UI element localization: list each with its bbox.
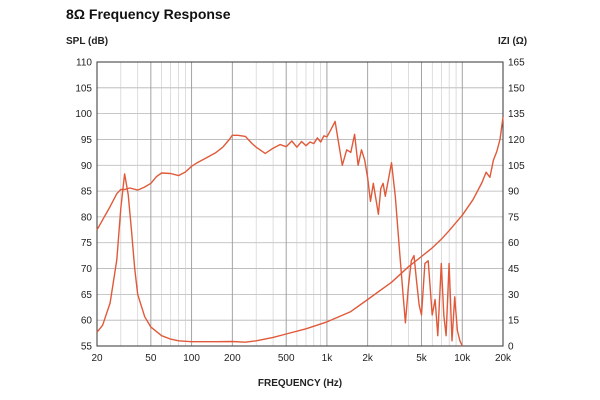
x-tick-label: 200 [224,353,241,364]
y-tick-label-right: 0 [508,342,514,353]
y-tick-label-left: 110 [76,58,92,69]
x-tick-label: 100 [183,353,200,364]
y-tick-label-left: 70 [81,264,93,275]
y-tick-label-right: 60 [508,238,520,249]
y-tick-label-left: 85 [81,187,93,198]
grid [96,61,504,347]
y-tick-label-right: 150 [508,83,525,94]
y-tick-label-left: 80 [81,212,93,223]
plot-frame [96,61,504,347]
x-tick-label: 50 [145,353,157,364]
y-tick-label-right: 135 [508,109,525,120]
y-tick-label-left: 90 [81,161,93,172]
y-tick-label-right: 120 [508,135,525,146]
x-tick-label: 20 [91,353,103,364]
chart-title: 8Ω Frequency Response [66,6,231,22]
x-tick-label: 2k [362,353,374,364]
x-tick-label: 10k [454,353,471,364]
y-tick-label-left: 75 [81,238,93,249]
y-tick-label-right: 75 [508,212,520,223]
y-tick-label-left: 105 [75,83,92,94]
y-axis-title-right: IZI (Ω) [498,36,527,47]
y-tick-label-left: 95 [81,135,93,146]
y-tick-label-left: 65 [81,290,93,301]
y-tick-label-right: 105 [508,161,525,172]
x-tick-label: 1k [322,353,334,364]
x-axis-title: FREQUENCY (Hz) [258,378,342,389]
x-tick-label: 20k [495,353,512,364]
x-tick-label: 5k [416,353,428,364]
y-tick-label-left: 55 [81,342,93,353]
impedance-curve [96,117,504,343]
series-lines [96,117,504,347]
x-tick-label: 500 [278,353,295,364]
spl-curve [96,120,463,347]
y-axis-title-left: SPL (dB) [66,36,108,47]
y-tick-label-left: 100 [75,109,92,120]
y-tick-label-left: 60 [81,316,93,327]
y-tick-label-right: 45 [508,264,520,275]
y-tick-label-right: 30 [508,290,520,301]
y-tick-label-right: 165 [508,58,525,69]
y-tick-label-right: 90 [508,187,520,198]
y-tick-label-right: 15 [508,316,520,327]
tick-labels: 20 50 100 200 500 1k 2k 5k 10k 20k 110 105 100 95 90 85… [75,58,525,365]
